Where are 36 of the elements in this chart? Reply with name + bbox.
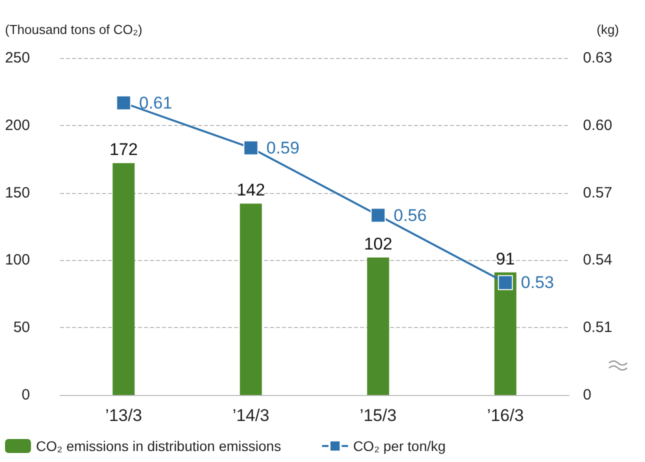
legend-label: CO₂ emissions in distribution emissions	[36, 438, 282, 454]
y-tick-label: 100	[4, 252, 30, 269]
y2-tick-label: 0	[583, 386, 592, 404]
y-tick-label: 250	[4, 50, 30, 66]
y2-tick-label: 0.63	[583, 50, 612, 66]
y-tick-label: 50	[13, 319, 30, 336]
bar	[112, 163, 135, 395]
data-label: 0.61	[139, 93, 172, 112]
y-tick-label: 200	[4, 116, 30, 134]
data-label: 0.53	[520, 273, 554, 292]
y2-tick-label: 0.57	[583, 184, 612, 202]
data-label: 0.59	[266, 138, 300, 158]
legend-label: CO₂ per ton/kg	[353, 438, 446, 454]
data-label: 172	[109, 140, 138, 160]
y2-tick-label: 0.51	[583, 319, 612, 336]
y-tick-label: 150	[4, 184, 30, 202]
y-axis-title: (Thousand tons of CO₂)	[5, 22, 142, 37]
data-label: 142	[236, 180, 266, 200]
point	[498, 275, 513, 290]
x-tick-label: ’14/3	[232, 406, 270, 425]
point	[243, 140, 258, 156]
point	[370, 208, 386, 223]
data-label: 91	[496, 249, 515, 268]
data-label: 102	[364, 234, 392, 254]
bar	[494, 272, 516, 395]
point	[116, 95, 132, 110]
x-tick-label: ’16/3	[486, 406, 524, 425]
y2-axis-title: (kg)	[596, 22, 619, 37]
bar	[367, 258, 390, 395]
y2-tick-label: 0.54	[583, 252, 612, 269]
x-tick-label: ’15/3	[360, 406, 397, 425]
y2-tick-label: 0.60	[583, 116, 612, 134]
x-tick-label: ’13/3	[105, 406, 142, 425]
bar	[240, 204, 262, 395]
data-label: 0.56	[394, 206, 427, 225]
y-tick-label: 0	[22, 386, 30, 404]
